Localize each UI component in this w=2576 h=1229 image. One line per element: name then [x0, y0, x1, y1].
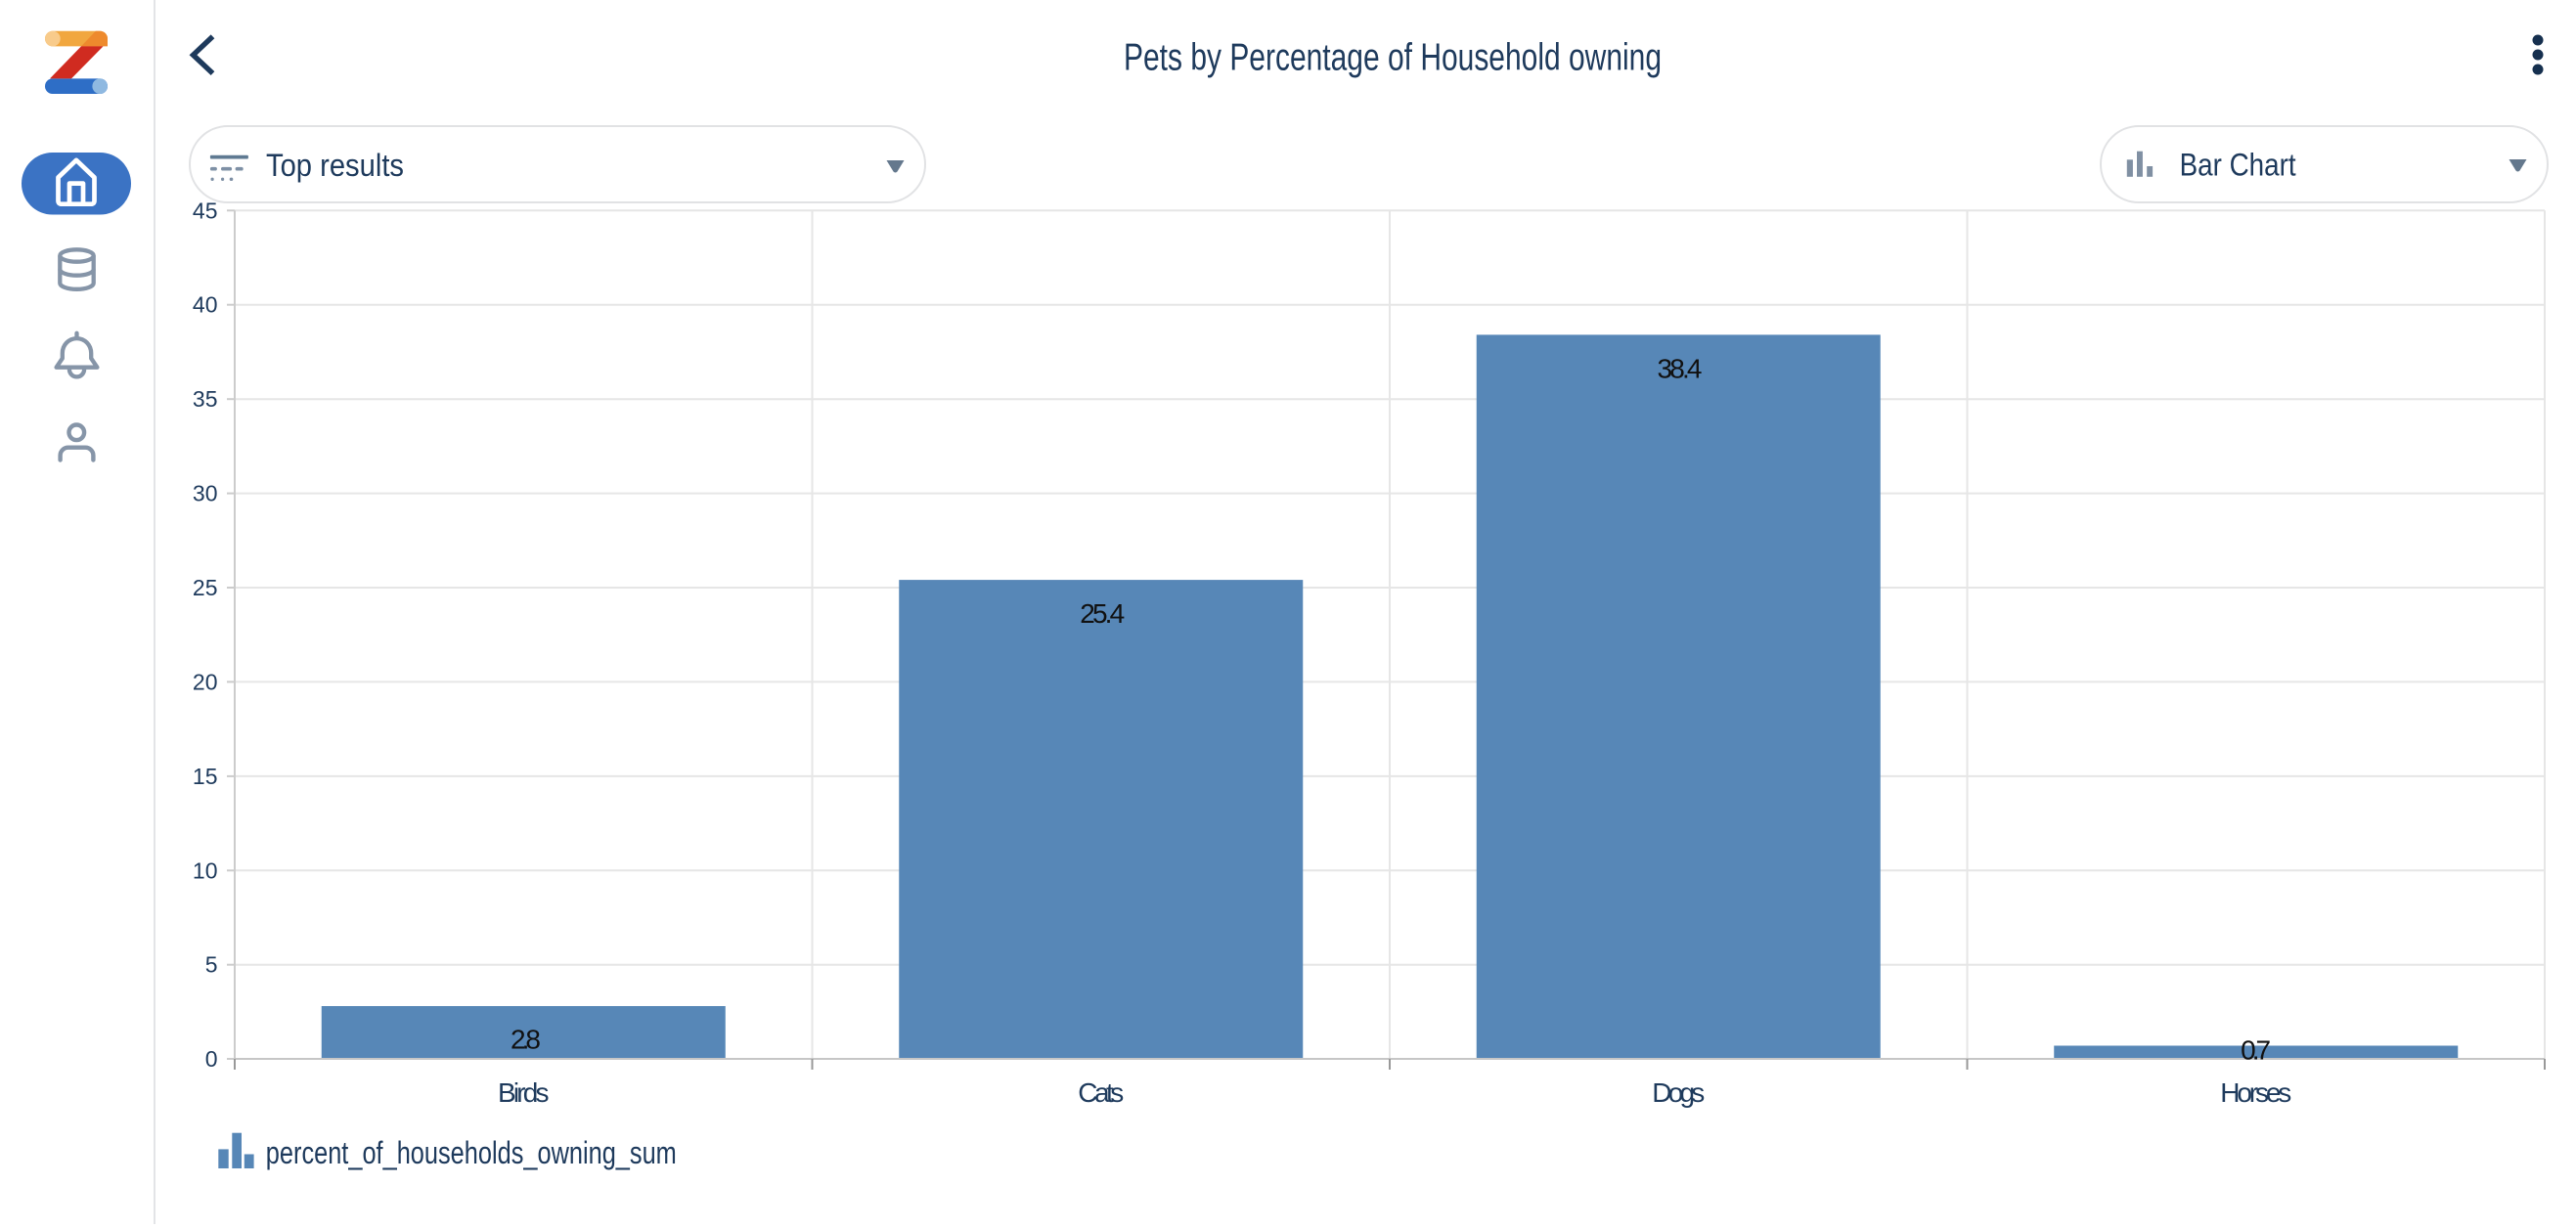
- svg-text:Pets by Percentage of Househol: Pets by Percentage of Household owning: [1124, 37, 1662, 79]
- svg-text:Bar Chart: Bar Chart: [2180, 148, 2296, 183]
- svg-text:Dogs: Dogs: [1652, 1077, 1705, 1108]
- svg-text:30: 30: [193, 481, 218, 506]
- svg-text:percent_of_households_owning_s: percent_of_households_owning_sum: [266, 1135, 677, 1170]
- svg-text:25.4: 25.4: [1080, 598, 1125, 629]
- svg-text:Horses: Horses: [2220, 1077, 2291, 1108]
- svg-text:Cats: Cats: [1078, 1077, 1124, 1108]
- svg-text:35: 35: [193, 386, 218, 412]
- svg-text:0.7: 0.7: [2241, 1035, 2271, 1066]
- svg-text:40: 40: [193, 292, 218, 318]
- svg-text:Top results: Top results: [266, 148, 404, 183]
- svg-text:25: 25: [193, 575, 218, 600]
- svg-text:2.8: 2.8: [511, 1025, 541, 1055]
- svg-text:20: 20: [193, 669, 218, 694]
- svg-text:0: 0: [205, 1046, 218, 1072]
- svg-text:10: 10: [193, 857, 218, 883]
- svg-text:45: 45: [193, 198, 218, 223]
- svg-text:15: 15: [193, 764, 218, 789]
- svg-text:38.4: 38.4: [1658, 353, 1703, 383]
- svg-text:5: 5: [205, 952, 218, 978]
- svg-text:Birds: Birds: [498, 1077, 550, 1108]
